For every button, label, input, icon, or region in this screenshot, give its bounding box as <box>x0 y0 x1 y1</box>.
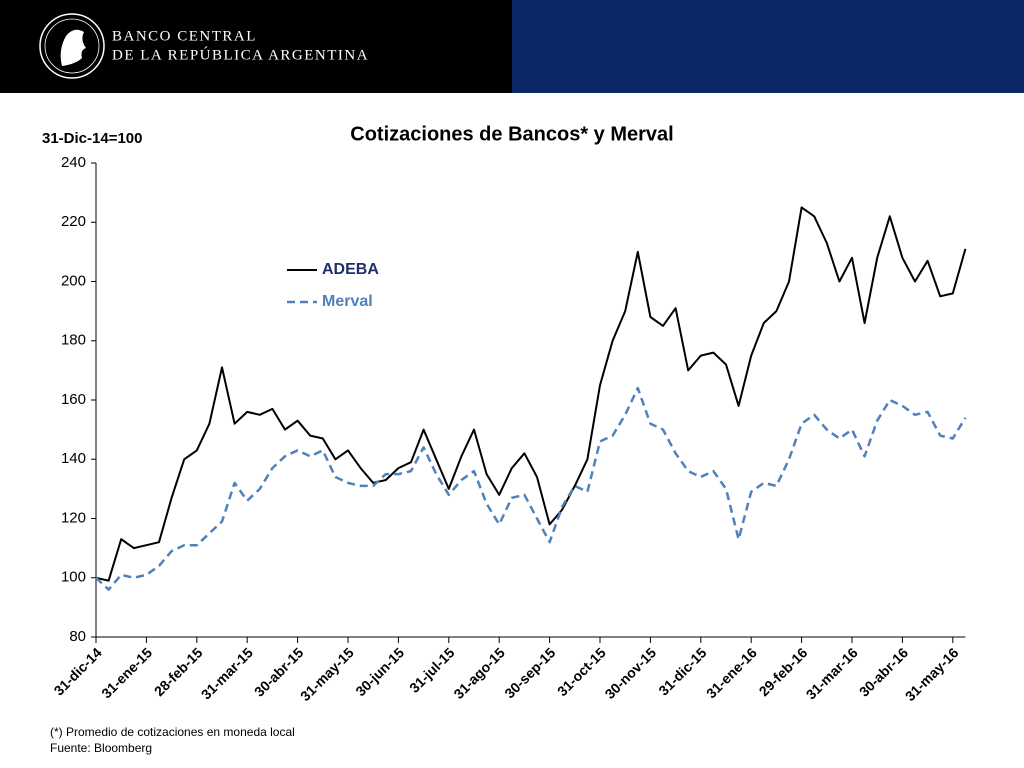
y-tick-label: 180 <box>61 332 86 349</box>
logo <box>39 13 105 79</box>
plot: 8010012014016018020022024031-dic-1431-en… <box>51 154 967 704</box>
header-left <box>0 0 512 93</box>
x-tick-label: 30-jun-15 <box>352 644 407 699</box>
x-tick-label: 31-ene-16 <box>703 644 760 701</box>
legend-label: ADEBA <box>322 261 379 278</box>
y-tick-label: 100 <box>61 569 86 586</box>
x-tick-label: 31-may-16 <box>902 644 962 704</box>
y-tick-label: 200 <box>61 272 86 289</box>
series-line <box>95 206 967 582</box>
x-tick-label: 31-jul-15 <box>406 644 458 696</box>
legend-label: Merval <box>322 293 373 310</box>
footnote: Fuente: Bloomberg <box>50 741 152 755</box>
x-tick-label: 31-dic-15 <box>655 644 709 698</box>
x-tick-label: 31-mar-15 <box>198 644 256 702</box>
y-tick-label: 240 <box>61 154 86 171</box>
footnote: (*) Promedio de cotizaciones en moneda l… <box>50 725 295 739</box>
header-line1: BANCO CENTRAL <box>112 28 257 44</box>
y-tick-label: 140 <box>61 450 86 467</box>
x-tick-label: 31-may-15 <box>297 644 357 704</box>
chart-title: Cotizaciones de Bancos* y Merval <box>350 123 673 145</box>
x-tick-label: 30-sep-15 <box>501 644 558 701</box>
y-axis-label: 31-Dic-14=100 <box>42 130 143 147</box>
x-tick-label: 30-nov-15 <box>602 644 660 702</box>
header-line2: DE LA REPÚBLICA ARGENTINA <box>112 46 369 63</box>
header-right <box>512 0 1024 93</box>
y-tick-label: 120 <box>61 509 86 526</box>
series-line <box>95 386 967 591</box>
y-tick-label: 160 <box>61 391 86 408</box>
x-tick-label: 31-dic-14 <box>51 644 105 698</box>
x-tick-label: 31-ago-15 <box>450 644 508 702</box>
y-tick-label: 80 <box>69 628 86 645</box>
x-tick-label: 31-mar-16 <box>803 644 861 702</box>
y-tick-label: 220 <box>61 213 86 230</box>
x-tick-label: 31-ene-15 <box>98 644 155 701</box>
